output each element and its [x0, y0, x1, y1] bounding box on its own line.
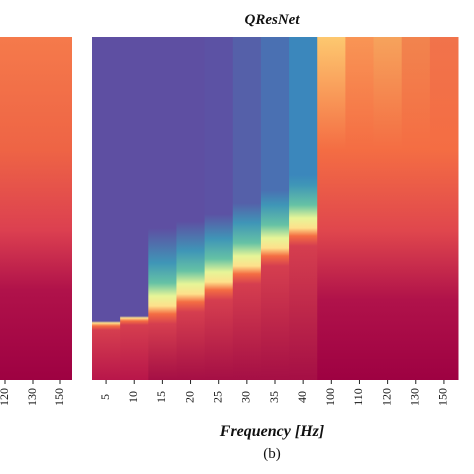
heat-column	[289, 37, 318, 380]
heat-column	[120, 37, 149, 380]
heat-column	[317, 37, 346, 380]
x-tick-label: 130	[25, 388, 39, 406]
heat-column	[204, 37, 234, 380]
x-tick-label: 110	[351, 388, 365, 406]
chart-title: QResNet	[245, 12, 301, 28]
x-tick-label: 10	[126, 391, 140, 403]
heat-column	[401, 37, 431, 380]
x-tick-label: 15	[154, 391, 168, 403]
x-tick-label: 120	[379, 388, 393, 406]
heat-column	[345, 37, 375, 380]
heat-column	[92, 37, 121, 380]
caption: (b)	[263, 446, 281, 462]
x-tick-label: 5	[98, 394, 112, 400]
heat-column	[148, 37, 177, 380]
x-tick-label: 35	[267, 391, 281, 403]
x-tick-label: 40	[295, 391, 309, 403]
heat-panel-left	[0, 37, 72, 380]
x-tick-label: 30	[239, 391, 253, 403]
x-tick-label: 20	[182, 391, 196, 403]
heat-column	[232, 37, 262, 380]
x-tick-label: 130	[408, 388, 422, 406]
heat-column	[373, 37, 403, 380]
heat-column	[260, 37, 290, 380]
x-axis-label: Frequency [Hz]	[219, 423, 324, 440]
heat-column	[176, 37, 206, 380]
x-tick-label: 120	[0, 388, 11, 406]
heat-column	[429, 37, 459, 380]
x-tick-label: 25	[210, 391, 224, 403]
x-tick-label: 150	[52, 388, 66, 406]
x-tick-label: 150	[436, 388, 450, 406]
x-tick-label: 100	[323, 388, 337, 406]
